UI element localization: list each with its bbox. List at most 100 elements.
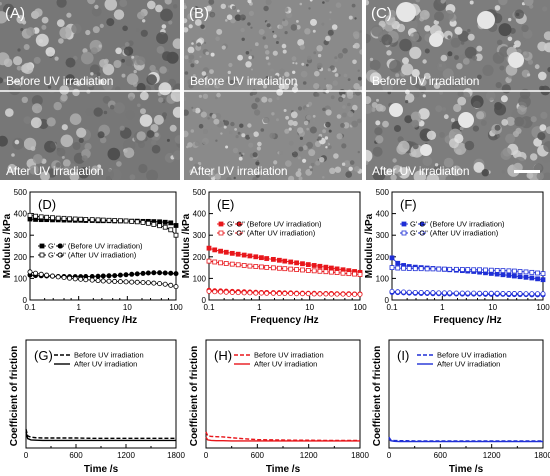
panel-label-c: (C) (371, 5, 392, 22)
legend-marker (57, 243, 63, 249)
data-point (334, 291, 340, 297)
data-point (406, 289, 412, 295)
data-point (95, 273, 101, 279)
series-line (388, 438, 543, 443)
data-point (253, 264, 259, 269)
data-point (430, 266, 436, 272)
data-point (418, 266, 424, 272)
x-tick-label: 100 (353, 303, 367, 312)
data-point (67, 216, 72, 222)
y-tick-label: 0 (385, 296, 390, 305)
x-tick-label: 0 (24, 451, 29, 460)
data-point (294, 260, 299, 266)
data-point (218, 248, 223, 254)
data-point (334, 270, 340, 275)
scale-bar (514, 170, 540, 173)
data-point (523, 291, 529, 297)
data-point (168, 227, 174, 233)
data-point (151, 222, 157, 227)
data-point (117, 218, 123, 224)
data-point (447, 290, 453, 296)
data-point (317, 263, 323, 269)
legend-marker (236, 230, 242, 236)
data-point (140, 220, 146, 225)
legend-entry: After UV irradiation (74, 360, 137, 369)
y-tick-label: 200 (14, 253, 28, 262)
data-point (140, 280, 146, 286)
y-tick-label: 400 (376, 210, 390, 219)
data-point (540, 271, 546, 277)
data-point (33, 270, 39, 276)
x-tick-label: 1 (257, 303, 262, 312)
data-point (529, 269, 535, 275)
after-uv-caption-c: After UV irradiation (372, 164, 470, 178)
legend-entry: Before UV irradiation (74, 351, 144, 360)
data-point (241, 263, 247, 268)
series-line (388, 436, 543, 442)
data-point (72, 216, 78, 222)
data-point (258, 290, 264, 296)
panel-label: (E) (217, 197, 234, 212)
data-point (241, 252, 247, 258)
x-tick-label: 10 (488, 303, 497, 312)
data-point (117, 272, 123, 278)
data-point (218, 289, 224, 295)
data-point (78, 276, 84, 282)
data-point (523, 274, 529, 280)
data-point (140, 270, 146, 276)
data-point (340, 291, 346, 297)
data-point (95, 278, 101, 284)
data-point (340, 270, 346, 276)
data-point (106, 217, 112, 223)
friction-chart-g: 0 600 1200 1800 Time /s Coefficient of fricti… (0, 334, 185, 476)
y-tick-label: 300 (376, 231, 390, 240)
data-point (134, 271, 140, 277)
data-point (218, 260, 223, 266)
y-tick-label: 100 (193, 274, 207, 283)
y-tick-label: 500 (193, 188, 207, 197)
data-point (494, 268, 500, 273)
y-tick-label: 200 (376, 253, 390, 262)
y-tick-label: 100 (14, 274, 28, 283)
y-tick-label: 500 (376, 188, 390, 197)
data-point (134, 279, 140, 285)
data-point (441, 290, 447, 296)
x-tick-label: 1200 (300, 451, 318, 460)
data-point (482, 290, 488, 296)
data-point (151, 270, 157, 276)
data-point (357, 272, 363, 277)
data-point (223, 261, 229, 266)
data-point (288, 291, 294, 297)
legend-entry: G' G" (Before UV irradiation) (410, 220, 505, 229)
data-point (389, 255, 395, 261)
legend-marker (218, 221, 224, 227)
legend-entry: G' G" (Before UV irradiation) (48, 242, 143, 251)
data-point (270, 256, 276, 262)
y-tick-label: 0 (202, 296, 207, 305)
legend-entry: After UV irradiation (254, 360, 317, 369)
data-point (83, 217, 89, 222)
data-point (447, 266, 453, 272)
data-point (253, 290, 259, 296)
data-point (276, 265, 282, 271)
data-point (288, 259, 294, 265)
data-point (459, 290, 465, 296)
data-point (418, 289, 424, 295)
data-point (264, 256, 270, 261)
data-point (162, 219, 168, 225)
data-point (89, 217, 95, 223)
data-point (235, 290, 241, 296)
data-point (300, 267, 305, 273)
data-point (157, 223, 162, 229)
data-point (483, 267, 488, 273)
data-point (162, 270, 168, 276)
data-point (229, 250, 235, 256)
data-point (311, 263, 317, 268)
data-point (206, 288, 212, 294)
data-point (305, 268, 311, 273)
data-point (72, 276, 78, 282)
data-point (328, 265, 334, 271)
data-point (61, 275, 67, 281)
legend-marker (218, 230, 224, 236)
data-point (389, 288, 395, 294)
